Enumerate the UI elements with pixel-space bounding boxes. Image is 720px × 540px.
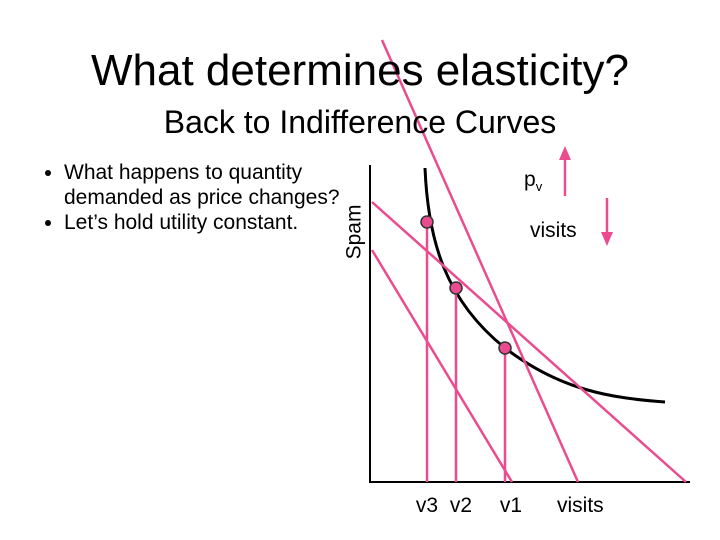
x-point-label: v2 — [450, 494, 472, 517]
x-axis-label: visits — [557, 494, 604, 517]
title: What determines elasticity? — [91, 46, 629, 95]
x-point-label: v1 — [500, 494, 522, 517]
subtitle: Back to Indifference Curves — [163, 104, 557, 140]
price-subscript: v — [536, 179, 543, 194]
tangent-point — [449, 281, 463, 295]
price-label: pv — [524, 168, 543, 194]
bullet: What happens to quantity demanded as pri… — [64, 160, 374, 210]
budget-line — [371, 201, 687, 483]
bullet-list: What happens to quantity demanded as pri… — [30, 160, 374, 235]
budget-line — [370, 249, 514, 483]
tangent-point — [420, 215, 434, 229]
tangent-point — [498, 341, 512, 355]
bullet: Let’s hold utility constant. — [64, 210, 374, 235]
price-symbol: p — [524, 168, 536, 191]
budget-line — [380, 39, 580, 483]
tangent-points — [420, 215, 512, 355]
arrow-label: visits — [530, 219, 577, 242]
x-point-label: v3 — [416, 494, 438, 517]
budget-lines — [370, 39, 687, 483]
arrow-head — [559, 146, 571, 160]
arrow-head — [601, 232, 613, 246]
y-axis-label: Spam — [343, 205, 366, 260]
